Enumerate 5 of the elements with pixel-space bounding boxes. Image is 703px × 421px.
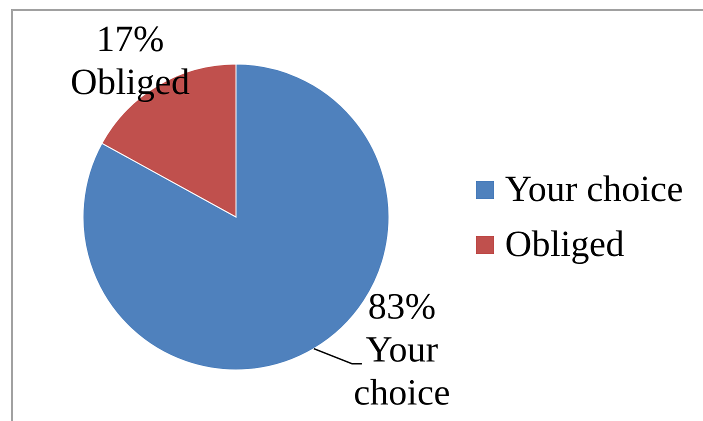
data-label: 83% [368,286,436,328]
legend-label: Your choice [505,168,684,212]
slice-label: Your choice [354,330,450,414]
data-label: 17% [96,18,164,60]
legend-label: Obliged [505,223,624,267]
